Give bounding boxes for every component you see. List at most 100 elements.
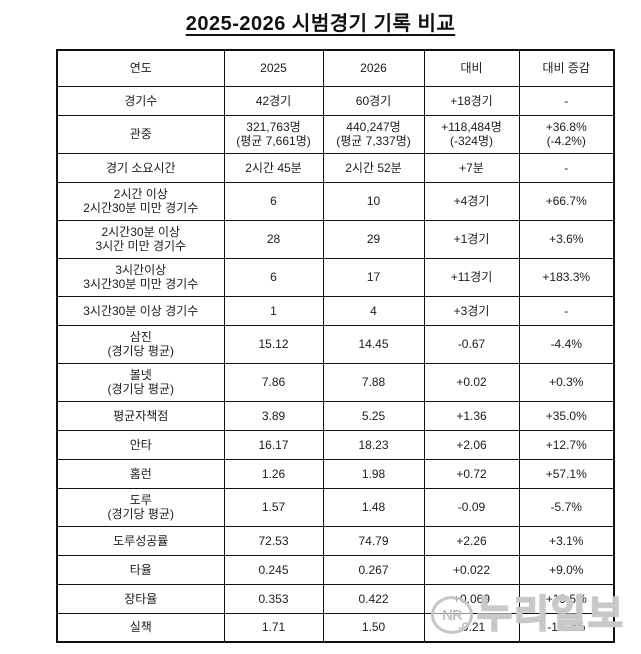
row-label-cell: 홈런 <box>56 458 225 489</box>
cell-text: (평균 7,337명) <box>336 134 411 148</box>
cell-text: 관중 <box>129 127 152 141</box>
cell-text: 15.12 <box>258 337 289 351</box>
cell-text: -5.7% <box>550 500 582 514</box>
value-cell: 440,247명 (평균 7,337명) <box>322 114 425 154</box>
value-cell: -0.67 <box>423 324 520 364</box>
value-cell: 14.45 <box>322 324 425 364</box>
table-row: 장타율 0.353 0.422 +0.069 +19.5% <box>56 583 615 614</box>
cell-text: 60경기 <box>355 93 392 108</box>
cell-text: - <box>564 93 569 108</box>
cell-text: (경기당 평균) <box>107 507 175 521</box>
value-cell: +11경기 <box>423 257 520 297</box>
cell-text: 1.98 <box>361 466 386 481</box>
value-cell: - <box>518 85 615 116</box>
cell-text: -12.3% <box>547 620 586 635</box>
cell-text: (-4.2%) <box>546 134 586 148</box>
cell-text: +18경기 <box>450 93 493 108</box>
value-cell: 2시간 52분 <box>322 152 425 183</box>
table-row: 홈런 1.26 1.98 +0.72 +57.1% <box>56 458 615 489</box>
cell-text: 14.45 <box>358 337 389 351</box>
value-cell: 29 <box>322 219 425 259</box>
cell-text: +0.022 <box>452 562 491 577</box>
table-row: 경기수 42경기 60경기 +18경기 - <box>56 85 615 116</box>
table-row: 3시간이상 3시간30분 미만 경기수 6 17 +11경기 +183.3% <box>56 257 615 297</box>
row-label-cell: 평균자책점 <box>56 400 225 431</box>
row-label-cell: 타율 <box>56 554 225 585</box>
value-cell: -12.3% <box>518 612 615 643</box>
value-cell: 7.86 <box>223 362 324 402</box>
cell-text: (경기당 평균) <box>107 344 175 358</box>
value-cell: - <box>518 152 615 183</box>
cell-text: 440,247명 <box>346 120 401 134</box>
value-cell: 0.353 <box>223 583 324 614</box>
table-row: 2시간30분 이상 3시간 미만 경기수 28 29 +1경기 +3.6% <box>56 219 615 259</box>
row-label-cell: 실책 <box>56 612 225 643</box>
cell-text: +7분 <box>459 160 484 175</box>
cell-text: 도루 <box>129 493 152 507</box>
cell-text: 7.88 <box>361 375 386 389</box>
cell-text: +1.36 <box>456 408 487 423</box>
cell-text: 6 <box>270 194 277 208</box>
cell-text: +4경기 <box>453 194 490 208</box>
value-cell: 0.267 <box>322 554 425 585</box>
row-label-cell: 도루 (경기당 평균) <box>56 487 225 527</box>
value-cell: +12.7% <box>518 429 615 460</box>
table-row: 관중 321,763명 (평균 7,661명) 440,247명 (평균 7,337명)… <box>56 114 615 154</box>
value-cell: 321,763명 (평균 7,661명) <box>223 114 324 154</box>
cell-text: 삼진 <box>129 330 152 344</box>
cell-text: 3.89 <box>261 408 286 423</box>
page-title: 2025-2026 시범경기 기록 비교 <box>185 13 456 35</box>
table-row: 2시간 이상 2시간30분 미만 경기수 6 10 +4경기 +66.7% <box>56 181 615 221</box>
table-row: 도루 (경기당 평균) 1.57 1.48 -0.09 -5.7% <box>56 487 615 527</box>
value-cell: 6 <box>223 257 324 297</box>
value-cell: +7분 <box>423 152 520 183</box>
cell-text: 3시간30분 이상 경기수 <box>83 303 199 318</box>
cell-text: +57.1% <box>545 466 587 481</box>
value-cell: 4 <box>322 295 425 326</box>
value-cell: 60경기 <box>322 85 425 116</box>
cell-text: 5.25 <box>361 408 386 423</box>
value-cell: +1경기 <box>423 219 520 259</box>
cell-text: 1.71 <box>261 620 286 635</box>
row-label-cell: 볼넷 (경기당 평균) <box>56 362 225 402</box>
value-cell: +36.8% (-4.2%) <box>518 114 615 154</box>
cell-text: 도루성공률 <box>113 533 169 548</box>
value-cell: 10 <box>322 181 425 221</box>
value-cell: 1.57 <box>223 487 324 527</box>
col-header-2025: 2025 <box>223 49 324 87</box>
table-row: 도루성공률 72.53 74.79 +2.26 +3.1% <box>56 525 615 556</box>
cell-text: +12.7% <box>545 437 587 452</box>
cell-text: 1.26 <box>261 466 286 481</box>
cell-text: 2시간 52분 <box>345 160 402 175</box>
value-cell: 1.98 <box>322 458 425 489</box>
table-body: 경기수 42경기 60경기 +18경기 - 관중 321,763명 (평균 7,661명) 44… <box>56 85 615 643</box>
value-cell: 6 <box>223 181 324 221</box>
value-cell: 1 <box>223 295 324 326</box>
value-cell: +2.06 <box>423 429 520 460</box>
cell-text: +36.8% <box>545 120 587 134</box>
cell-text: 홈런 <box>129 466 152 481</box>
value-cell: +66.7% <box>518 181 615 221</box>
cell-text: 10 <box>366 194 381 208</box>
cell-text: (평균 7,661명) <box>236 134 311 148</box>
table-row: 안타 16.17 18.23 +2.06 +12.7% <box>56 429 615 460</box>
value-cell: +4경기 <box>423 181 520 221</box>
value-cell: 18.23 <box>322 429 425 460</box>
row-label-cell: 3시간이상 3시간30분 미만 경기수 <box>56 257 225 297</box>
table-row: 경기 소요시간 2시간 45분 2시간 52분 +7분 - <box>56 152 615 183</box>
cell-text: (-324명) <box>449 134 494 148</box>
cell-text: 6 <box>270 270 277 284</box>
cell-text: 16.17 <box>258 437 289 452</box>
cell-text: 0.267 <box>358 562 389 577</box>
row-label-cell: 삼진 (경기당 평균) <box>56 324 225 364</box>
row-label-cell: 경기 소요시간 <box>56 152 225 183</box>
cell-text: 0.245 <box>258 562 289 577</box>
value-cell: 2시간 45분 <box>223 152 324 183</box>
cell-text: +2.26 <box>456 533 487 548</box>
value-cell: 5.25 <box>322 400 425 431</box>
table-row: 3시간30분 이상 경기수 1 4 +3경기 - <box>56 295 615 326</box>
cell-text: 74.79 <box>358 533 389 548</box>
cell-text: 321,763명 <box>246 120 301 134</box>
value-cell: 42경기 <box>223 85 324 116</box>
cell-text: 0.422 <box>358 591 389 606</box>
